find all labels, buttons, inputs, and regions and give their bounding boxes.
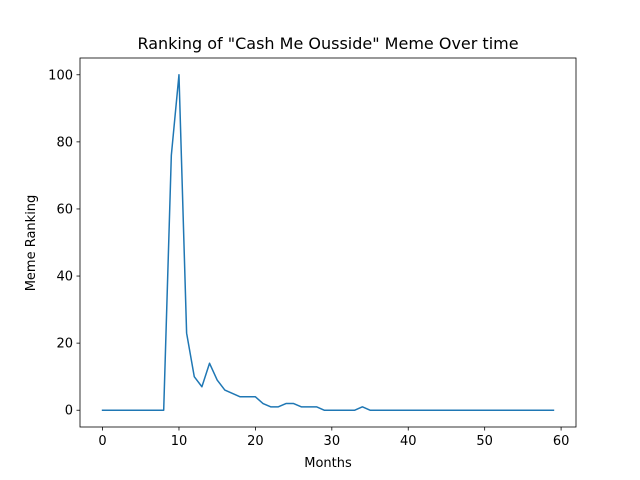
y-tick-label: 0: [65, 404, 73, 419]
x-tick-label: 40: [400, 434, 417, 449]
x-tick-label: 60: [553, 434, 570, 449]
y-tick-label: 20: [56, 337, 73, 352]
series-line-0: [101, 74, 555, 411]
x-tick-label: 50: [476, 434, 493, 449]
y-tick-label: 40: [56, 270, 73, 285]
x-tick-label: 30: [324, 434, 341, 449]
y-axis-label: Meme Ranking: [24, 195, 39, 292]
y-tick-label: 100: [48, 68, 73, 83]
plot-area: 0 10 20 30 40 50 60 0 20 40 60 80 100: [48, 57, 577, 449]
x-tick-label: 10: [171, 434, 188, 449]
x-tick-label: 20: [247, 434, 264, 449]
chart-title: Ranking of "Cash Me Ousside" Meme Over t…: [137, 34, 518, 53]
y-tick-label: 80: [56, 135, 73, 150]
x-axis-label: Months: [304, 456, 352, 471]
y-tick-label: 60: [56, 202, 73, 217]
plot-frame: [79, 57, 577, 428]
x-tick-label: 0: [98, 434, 106, 449]
